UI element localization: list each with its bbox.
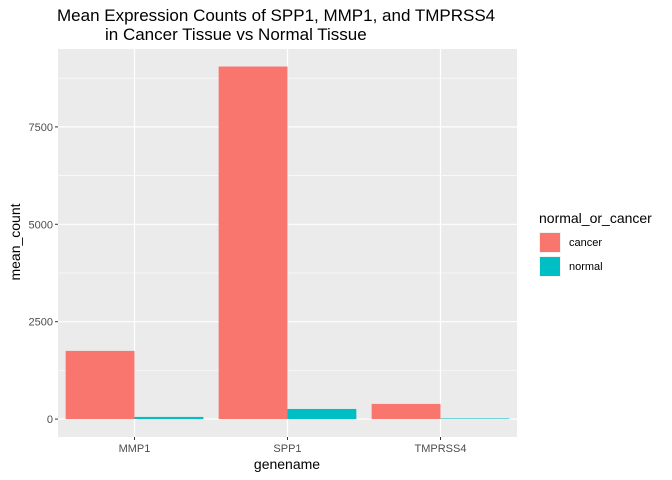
bars (65, 66, 510, 420)
chart-title-line-2: in Cancer Tissue vs Normal Tissue (105, 25, 367, 44)
bar-normal-tmprss4 (440, 418, 510, 420)
legend-label-cancer: cancer (569, 237, 602, 249)
x-tick-label: MMP1 (119, 443, 151, 455)
bar-cancer-spp1 (218, 66, 288, 420)
y-tick-label: 0 (47, 414, 53, 426)
chart-title-line-1: Mean Expression Counts of SPP1, MMP1, an… (57, 6, 495, 25)
bar-normal-spp1 (287, 408, 357, 420)
y-tick-label: 2500 (29, 317, 53, 329)
x-tick-label: TMPRSS4 (415, 443, 467, 455)
legend-label-normal: normal (569, 261, 603, 273)
legend-key-cancer (540, 233, 560, 252)
legend-title: normal_or_cancer (539, 210, 652, 226)
y-tick-label: 5000 (29, 219, 53, 231)
legend: normal_or_cancer cancer normal (539, 210, 652, 277)
bar-cancer-mmp1 (65, 350, 135, 420)
legend-key-normal (540, 257, 560, 276)
x-tick-label: SPP1 (273, 443, 301, 455)
x-axis: MMP1 SPP1 TMPRSS4 (119, 437, 467, 455)
bar-cancer-tmprss4 (371, 403, 441, 420)
y-axis-title: mean_count (7, 203, 23, 280)
y-axis: 0 2500 5000 7500 (29, 122, 58, 426)
bar-normal-mmp1 (134, 416, 204, 420)
x-axis-title: genename (254, 456, 320, 472)
y-tick-label: 7500 (29, 122, 53, 134)
